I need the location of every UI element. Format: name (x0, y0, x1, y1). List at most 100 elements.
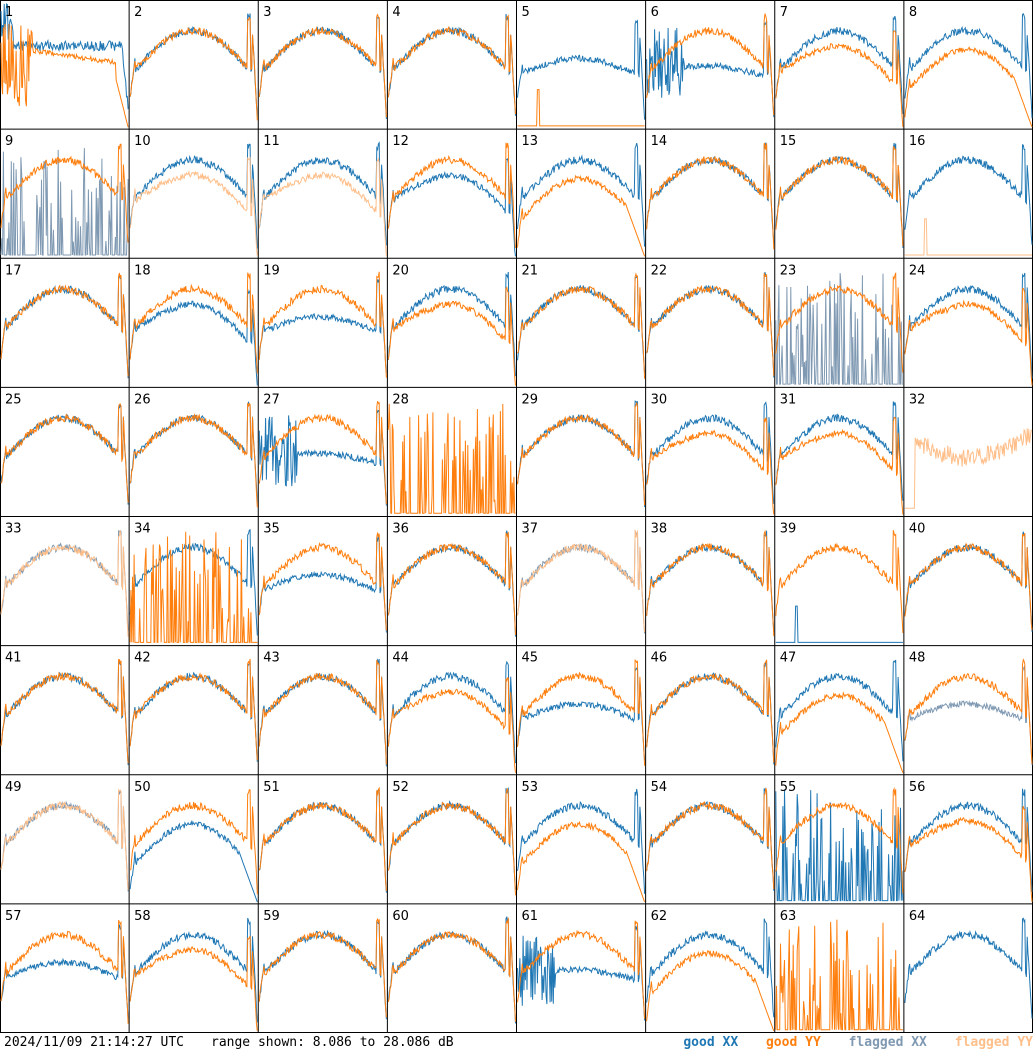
panel-label: 42 (134, 651, 151, 666)
panel-17: 17 (0, 263, 129, 379)
panel-label: 15 (780, 134, 797, 149)
series-17-yy (0, 272, 129, 377)
series-22-yy (646, 273, 775, 376)
series-23-yy (775, 272, 904, 373)
legend-flagged-yy: flagged YY (954, 1035, 1033, 1050)
series-30-yy (646, 417, 775, 515)
series-20-xx (387, 271, 516, 377)
panel-14: 14 (646, 134, 775, 250)
series-44-yy (387, 677, 516, 773)
series-43-yy (258, 659, 387, 765)
panel-label: 14 (651, 134, 668, 149)
series-56-xx (904, 788, 1033, 893)
panel-label: 38 (651, 522, 668, 537)
series-12-xx (387, 158, 516, 257)
panel-label: 17 (5, 263, 22, 278)
series-1-yy (0, 23, 129, 128)
series-52-xx (387, 786, 516, 890)
panel-30: 30 (646, 392, 775, 515)
series-33-xx (0, 529, 129, 632)
panel-24: 24 (904, 263, 1033, 386)
series-58-yy (129, 935, 258, 1032)
series-5-yy (517, 89, 645, 127)
series-24-yy (904, 287, 1033, 386)
panel-11: 11 (258, 134, 387, 257)
panel-16: 16 (904, 134, 1033, 256)
panel-label: 11 (263, 134, 280, 149)
series-60-yy (387, 917, 516, 1022)
panel-label: 44 (392, 651, 409, 666)
panel-62: 62 (646, 909, 775, 1032)
panel-28: 28 (387, 392, 516, 514)
panel-64: 64 (904, 909, 1033, 1019)
panel-label: 26 (134, 392, 151, 407)
series-27-yy (258, 401, 387, 505)
series-18-xx (129, 289, 258, 386)
series-12-yy (387, 142, 516, 249)
panel-42: 42 (129, 651, 258, 762)
panel-34: 34 (129, 522, 258, 643)
panel-53: 53 (517, 780, 646, 903)
panel-label: 10 (134, 134, 151, 149)
panel-label: 28 (392, 392, 409, 407)
series-35-xx (258, 535, 387, 633)
series-40-xx (904, 531, 1033, 632)
timestamp: 2024/11/09 21:14:27 UTC (4, 1035, 185, 1050)
panel-label: 21 (522, 263, 539, 278)
panel-50: 50 (129, 780, 258, 903)
series-57-xx (0, 924, 129, 1019)
series-34-xx (129, 528, 258, 636)
panel-label: 20 (392, 263, 409, 278)
panel-label: 53 (522, 780, 539, 795)
series-40-yy (904, 532, 1033, 630)
series-19-yy (258, 271, 387, 378)
panel-label: 33 (5, 522, 22, 537)
panel-label: 24 (909, 263, 926, 278)
series-44-xx (387, 660, 516, 764)
series-6-xx (646, 20, 775, 118)
series-43-xx (258, 658, 387, 767)
series-46-xx (646, 660, 775, 765)
panel-55: 55 (775, 780, 904, 902)
panel-2: 2 (129, 5, 258, 121)
series-47-yy (775, 691, 904, 773)
series-16-yy (904, 218, 1032, 256)
series-13-xx (517, 142, 646, 247)
panel-46: 46 (646, 651, 775, 765)
panel-label: 50 (134, 780, 151, 795)
series-50-xx (129, 819, 258, 903)
series-55-yy (775, 787, 904, 894)
series-45-xx (517, 666, 646, 761)
series-27-xx (258, 409, 387, 506)
panel-1: 1 (0, 3, 129, 128)
panel-31: 31 (775, 392, 904, 515)
panel-33: 33 (0, 522, 129, 637)
series-15-yy (775, 146, 904, 247)
series-29-yy (517, 402, 646, 506)
series-55-xx (775, 789, 904, 902)
series-38-yy (646, 529, 775, 637)
series-9-xx (0, 148, 129, 256)
panel-26: 26 (129, 392, 258, 508)
panel-49: 49 (0, 780, 129, 892)
panel-43: 43 (258, 651, 387, 767)
panel-29: 29 (517, 392, 646, 508)
panel-label: 23 (780, 263, 797, 278)
series-13-yy (517, 174, 646, 257)
series-31-xx (775, 401, 904, 501)
panel-label: 9 (5, 134, 13, 149)
range-label: range shown: 8.086 to 28.086 dB (211, 1035, 454, 1050)
series-47-xx (775, 659, 904, 762)
series-20-yy (387, 286, 516, 386)
panel-12: 12 (387, 134, 516, 257)
panel-39: 39 (775, 522, 904, 643)
series-34-yy (129, 531, 258, 643)
panel-44: 44 (387, 651, 516, 773)
panel-label: 4 (392, 5, 400, 20)
series-52-yy (387, 787, 516, 896)
series-7-yy (775, 30, 904, 128)
panel-label: 19 (263, 263, 280, 278)
series-6-yy (646, 13, 775, 116)
series-11-xx (258, 141, 387, 246)
series-41-xx (0, 660, 129, 766)
